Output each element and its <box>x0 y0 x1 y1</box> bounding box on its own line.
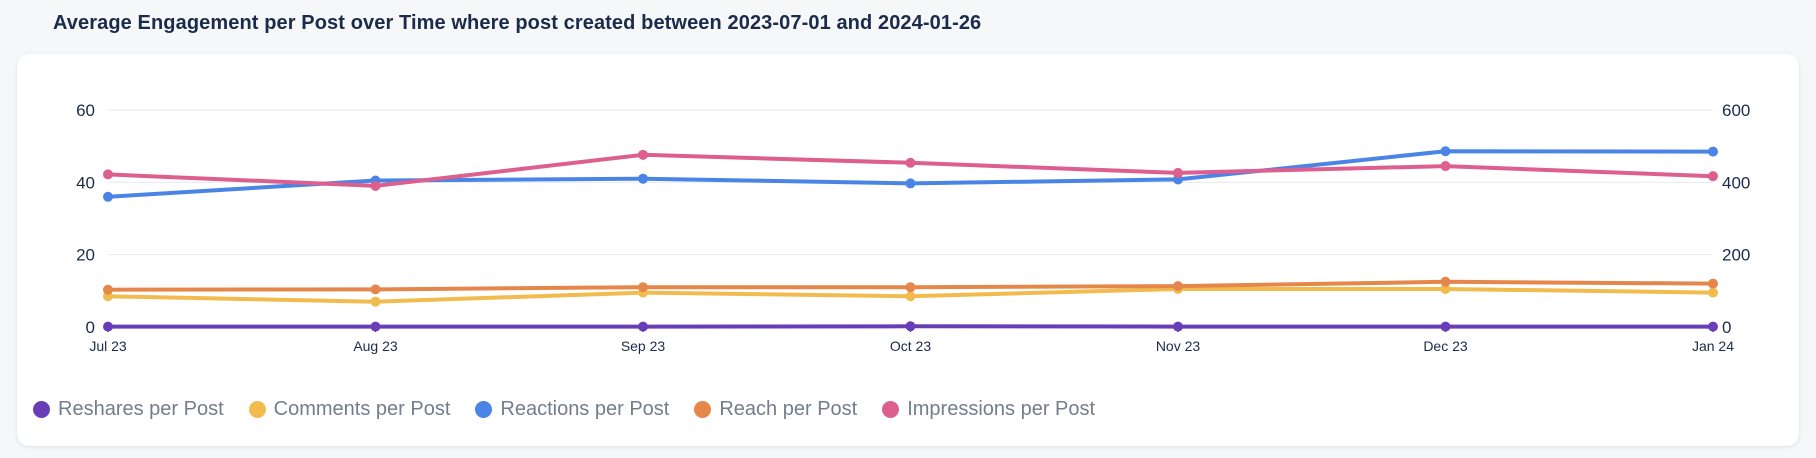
data-point[interactable] <box>1440 146 1451 157</box>
legend-item[interactable]: Comments per Post <box>248 397 451 421</box>
legend-swatch <box>882 400 900 418</box>
data-point[interactable] <box>1440 321 1451 332</box>
legend-label: Reshares per Post <box>58 397 224 420</box>
legend-swatch <box>33 400 50 418</box>
x-tick-label: Oct 23 <box>890 338 931 354</box>
x-tick-label: Aug 23 <box>353 338 398 354</box>
y-left-tick-label: 60 <box>76 101 95 120</box>
legend-swatch <box>248 400 266 418</box>
series-4 <box>103 149 1718 191</box>
y-left-tick-label: 20 <box>76 246 95 265</box>
data-point[interactable] <box>1708 146 1718 157</box>
data-point[interactable] <box>905 321 916 332</box>
data-point[interactable] <box>1173 167 1183 178</box>
data-point[interactable] <box>103 191 113 202</box>
x-tick-label: Jul 23 <box>89 338 127 354</box>
data-point[interactable] <box>638 321 648 332</box>
legend-label: Reactions per Post <box>500 397 670 420</box>
y-right-tick-label: 0 <box>1722 318 1731 337</box>
data-point[interactable] <box>370 180 381 191</box>
data-point[interactable] <box>905 178 916 189</box>
data-point[interactable] <box>1708 321 1718 332</box>
data-point[interactable] <box>905 282 916 293</box>
x-tick-label: Sep 23 <box>621 338 666 354</box>
legend-label: Reach per Post <box>719 397 858 420</box>
data-point[interactable] <box>103 284 113 295</box>
legend-swatch <box>475 400 493 418</box>
y-right-tick-label: 200 <box>1722 246 1750 265</box>
legend: Reshares per Post Comments per Post Reacti… <box>33 395 1120 423</box>
data-point[interactable] <box>1173 281 1183 292</box>
data-point[interactable] <box>1440 276 1451 287</box>
legend-item[interactable]: Reshares per Post <box>33 398 224 421</box>
data-point[interactable] <box>638 173 648 184</box>
data-point[interactable] <box>370 321 381 332</box>
right-axis: 0 200 400 600 <box>1722 101 1750 337</box>
legend-label: Comments per Post <box>273 397 451 420</box>
legend-item[interactable]: Reactions per Post <box>475 398 669 421</box>
series-0 <box>103 321 1718 332</box>
data-point[interactable] <box>370 284 381 295</box>
chart-card <box>17 54 1799 446</box>
data-point[interactable] <box>1708 278 1718 289</box>
data-point[interactable] <box>1708 171 1718 182</box>
data-point[interactable] <box>1173 321 1183 332</box>
data-point[interactable] <box>1440 284 1451 295</box>
data-point[interactable] <box>638 149 648 160</box>
data-point[interactable] <box>370 296 381 307</box>
data-point[interactable] <box>638 282 648 293</box>
data-point[interactable] <box>103 169 113 180</box>
x-tick-label: Jan 24 <box>1692 338 1734 354</box>
legend-label: Impressions per Post <box>907 397 1096 420</box>
x-tick-label: Dec 23 <box>1423 338 1468 354</box>
data-point[interactable] <box>1708 287 1718 298</box>
data-point[interactable] <box>905 157 916 168</box>
series-3 <box>103 276 1718 295</box>
legend-item[interactable]: Reach per Post <box>694 398 857 421</box>
data-point[interactable] <box>1440 161 1451 172</box>
chart-title: Average Engagement per Post over Time wh… <box>53 12 982 34</box>
y-left-tick-label: 0 <box>86 318 95 337</box>
data-point[interactable] <box>905 291 916 302</box>
y-left-tick-label: 40 <box>76 173 95 192</box>
y-right-tick-label: 600 <box>1722 101 1750 120</box>
data-point[interactable] <box>103 321 113 332</box>
left-axis: 0 20 40 60 <box>76 101 95 337</box>
legend-item[interactable]: Impressions per Post <box>882 398 1095 421</box>
series-layer <box>103 146 1718 332</box>
series-2 <box>103 146 1718 202</box>
legend-swatch <box>694 400 712 418</box>
x-tick-label: Nov 23 <box>1156 338 1201 354</box>
y-right-tick-label: 400 <box>1722 173 1750 192</box>
